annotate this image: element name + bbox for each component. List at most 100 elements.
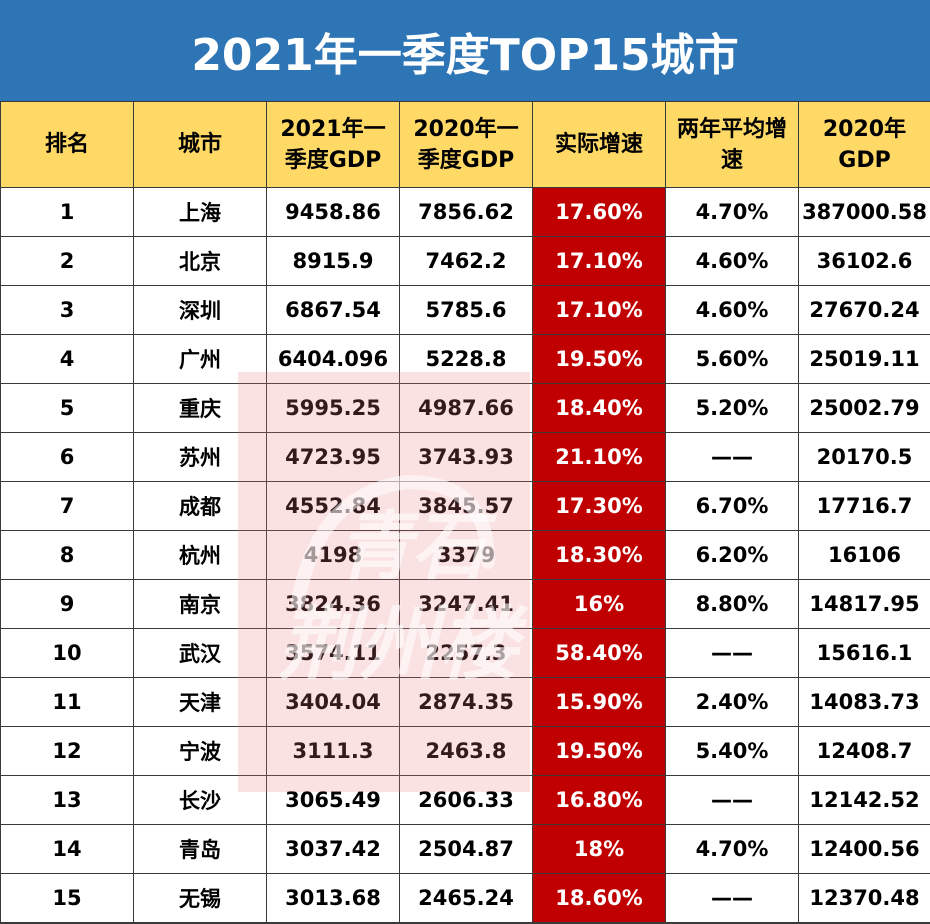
cell-gdp-2020: 25002.79 [799,384,930,433]
page-title: 2021年一季度TOP15城市 [0,0,930,101]
gdp-ranking-table: 排名 城市 2021年一季度GDP 2020年一季度GDP 实际增速 两年平均增… [0,101,930,924]
cell-city: 苏州 [134,433,267,482]
cell-rank: 1 [1,188,134,237]
cell-gdp-2021-q1: 6867.54 [267,286,400,335]
cell-rank: 9 [1,580,134,629]
cell-two-year-avg-growth: 5.40% [666,727,799,776]
cell-two-year-avg-growth: 4.70% [666,825,799,874]
cell-two-year-avg-growth: —— [666,776,799,825]
cell-rank: 14 [1,825,134,874]
cell-gdp-2021-q1: 4723.95 [267,433,400,482]
cell-city: 成都 [134,482,267,531]
cell-actual-growth: 17.10% [533,237,666,286]
cell-actual-growth: 18.60% [533,874,666,924]
header-city: 城市 [134,102,267,188]
cell-rank: 7 [1,482,134,531]
cell-gdp-2020-q1: 7462.2 [400,237,533,286]
cell-actual-growth: 15.90% [533,678,666,727]
header-rank: 排名 [1,102,134,188]
cell-city: 青岛 [134,825,267,874]
cell-two-year-avg-growth: —— [666,433,799,482]
cell-city: 北京 [134,237,267,286]
header-gdp-2020: 2020年GDP [799,102,930,188]
cell-gdp-2021-q1: 3037.42 [267,825,400,874]
cell-rank: 2 [1,237,134,286]
cell-actual-growth: 17.30% [533,482,666,531]
cell-actual-growth: 18% [533,825,666,874]
cell-gdp-2021-q1: 4198 [267,531,400,580]
cell-gdp-2020-q1: 2257.3 [400,629,533,678]
cell-gdp-2020: 36102.6 [799,237,930,286]
cell-gdp-2021-q1: 5995.25 [267,384,400,433]
cell-two-year-avg-growth: 6.20% [666,531,799,580]
cell-actual-growth: 21.10% [533,433,666,482]
cell-gdp-2020-q1: 3379 [400,531,533,580]
cell-city: 天津 [134,678,267,727]
cell-two-year-avg-growth: 2.40% [666,678,799,727]
cell-city: 深圳 [134,286,267,335]
cell-city: 广州 [134,335,267,384]
cell-rank: 15 [1,874,134,924]
cell-gdp-2020-q1: 3247.41 [400,580,533,629]
cell-rank: 4 [1,335,134,384]
cell-gdp-2020: 14817.95 [799,580,930,629]
cell-gdp-2021-q1: 9458.86 [267,188,400,237]
cell-gdp-2020: 15616.1 [799,629,930,678]
cell-actual-growth: 18.40% [533,384,666,433]
cell-gdp-2020: 14083.73 [799,678,930,727]
cell-gdp-2020-q1: 2606.33 [400,776,533,825]
cell-gdp-2020-q1: 2504.87 [400,825,533,874]
cell-rank: 11 [1,678,134,727]
cell-gdp-2021-q1: 3111.3 [267,727,400,776]
cell-gdp-2020-q1: 5228.8 [400,335,533,384]
cell-gdp-2020-q1: 4987.66 [400,384,533,433]
cell-gdp-2020-q1: 3845.57 [400,482,533,531]
cell-gdp-2020-q1: 3743.93 [400,433,533,482]
cell-gdp-2020-q1: 7856.62 [400,188,533,237]
table-header-row: 排名 城市 2021年一季度GDP 2020年一季度GDP 实际增速 两年平均增… [1,102,930,188]
cell-gdp-2020-q1: 5785.6 [400,286,533,335]
cell-two-year-avg-growth: —— [666,874,799,924]
cell-gdp-2021-q1: 3013.68 [267,874,400,924]
cell-actual-growth: 16% [533,580,666,629]
cell-city: 重庆 [134,384,267,433]
cell-gdp-2021-q1: 3574.11 [267,629,400,678]
cell-two-year-avg-growth: 5.60% [666,335,799,384]
cell-actual-growth: 16.80% [533,776,666,825]
cell-gdp-2021-q1: 8915.9 [267,237,400,286]
cell-actual-growth: 19.50% [533,727,666,776]
cell-gdp-2020-q1: 2874.35 [400,678,533,727]
cell-city: 武汉 [134,629,267,678]
cell-gdp-2020: 17716.7 [799,482,930,531]
cell-gdp-2020: 25019.11 [799,335,930,384]
cell-actual-growth: 19.50% [533,335,666,384]
header-two-year-avg-growth: 两年平均增速 [666,102,799,188]
cell-rank: 12 [1,727,134,776]
cell-two-year-avg-growth: 4.60% [666,286,799,335]
cell-rank: 3 [1,286,134,335]
cell-rank: 6 [1,433,134,482]
cell-city: 长沙 [134,776,267,825]
cell-gdp-2020-q1: 2465.24 [400,874,533,924]
cell-two-year-avg-growth: 4.70% [666,188,799,237]
cell-gdp-2021-q1: 3065.49 [267,776,400,825]
cell-city: 南京 [134,580,267,629]
cell-rank: 5 [1,384,134,433]
cell-actual-growth: 17.60% [533,188,666,237]
cell-actual-growth: 58.40% [533,629,666,678]
cell-gdp-2020: 16106 [799,531,930,580]
cell-rank: 13 [1,776,134,825]
